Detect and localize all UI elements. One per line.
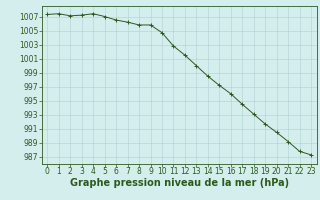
X-axis label: Graphe pression niveau de la mer (hPa): Graphe pression niveau de la mer (hPa) (70, 178, 289, 188)
